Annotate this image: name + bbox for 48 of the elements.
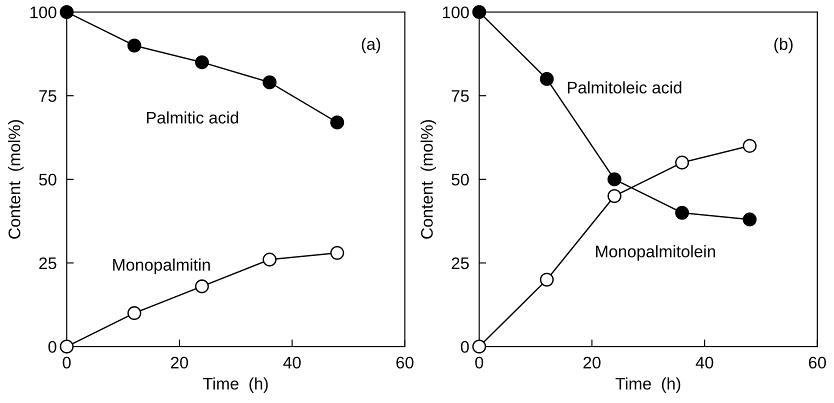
y-tick-label: 25 xyxy=(39,257,56,270)
x-axis-title: Time (h) xyxy=(616,377,680,393)
point xyxy=(330,116,344,130)
x-tick-label: 20 xyxy=(170,356,188,369)
y-tick-label: 50 xyxy=(452,174,469,186)
y-tick-label: 25 xyxy=(452,257,469,270)
y-tick-label: 75 xyxy=(39,90,56,102)
y-tick-label: 50 xyxy=(39,174,56,186)
point xyxy=(472,340,486,354)
x-tick-label: 40 xyxy=(283,356,301,369)
series-label: Monopalmitin xyxy=(113,258,210,274)
x-tick-label: 0 xyxy=(475,356,484,369)
x-tick-label: 40 xyxy=(696,356,714,369)
series-label: Palmitoleic acid xyxy=(568,81,682,94)
y-axis-title: Content (mol%) xyxy=(420,120,436,239)
point xyxy=(675,156,690,170)
point xyxy=(60,340,74,354)
point xyxy=(540,72,554,86)
y-tick-label: 100 xyxy=(30,6,56,18)
point xyxy=(262,252,277,267)
point xyxy=(742,138,757,153)
x-tick-label: 60 xyxy=(808,356,826,369)
point xyxy=(127,38,142,52)
x-tick-label: 0 xyxy=(62,356,71,369)
point xyxy=(195,55,209,70)
point xyxy=(472,5,486,20)
point xyxy=(262,75,277,90)
point xyxy=(608,172,622,186)
point xyxy=(742,212,757,226)
point xyxy=(60,5,74,20)
x-tick-label: 60 xyxy=(396,356,414,369)
point xyxy=(330,246,344,260)
point xyxy=(540,272,554,287)
y-tick-label: 0 xyxy=(48,340,56,353)
point xyxy=(195,279,209,294)
annotation: (a) xyxy=(362,38,380,54)
point xyxy=(675,206,690,220)
y-tick-label: 75 xyxy=(452,90,469,102)
text: Palmitic acid xyxy=(146,111,238,124)
x-tick-label: 20 xyxy=(583,356,601,369)
point xyxy=(608,189,622,204)
x-axis-title: Time (h) xyxy=(203,377,268,393)
series-label: Monopalmitolein xyxy=(596,245,716,261)
y-axis-title: Content (mol%) xyxy=(8,120,24,239)
point xyxy=(127,306,142,320)
annotation: (b) xyxy=(774,38,793,54)
y-tick-label: 0 xyxy=(460,340,469,353)
y-tick-label: 100 xyxy=(442,6,469,18)
